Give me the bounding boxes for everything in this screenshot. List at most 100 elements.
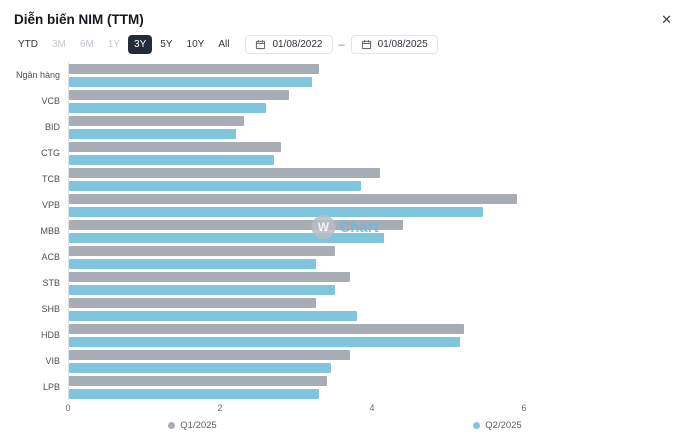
bar-q2-2025[interactable]: [69, 180, 362, 191]
bar-group: [68, 140, 676, 166]
bar-q2-2025[interactable]: [69, 76, 312, 87]
bar-q2-2025[interactable]: [69, 284, 335, 295]
chart-rows: Ngân hàng VCB BID CTG TCB VPB MBB ACB STB SHB HDB V…: [14, 62, 676, 400]
bar-q1-2025[interactable]: [69, 141, 282, 152]
legend-label: Q1/2025: [180, 420, 217, 431]
date-to-input[interactable]: 01/08/2025: [350, 35, 438, 54]
bar-q1-2025[interactable]: [69, 219, 403, 230]
category-label: HDB: [40, 330, 60, 340]
bar-q2-2025[interactable]: [69, 388, 320, 399]
range-buttons: YTD 3M 6M 1Y 3Y 5Y 10Y All: [12, 35, 235, 54]
legend: Q1/2025 Q2/2025: [0, 418, 690, 439]
range-button-ytd[interactable]: YTD: [12, 35, 44, 54]
category-label: VCB: [41, 96, 60, 106]
category-label: VIB: [45, 356, 60, 366]
bar-group: [68, 244, 676, 270]
range-button-10y[interactable]: 10Y: [181, 35, 211, 54]
bar-q2-2025[interactable]: [69, 128, 236, 139]
category-label: SHB: [41, 304, 60, 314]
legend-marker-icon: [168, 422, 176, 429]
category-label: STB: [42, 278, 60, 288]
bar-q1-2025[interactable]: [69, 167, 381, 178]
category-label: BID: [44, 122, 60, 132]
bar-q1-2025[interactable]: [69, 89, 290, 100]
bar-q1-2025[interactable]: [69, 375, 327, 386]
category-label: Ngân hàng: [15, 70, 60, 80]
legend-marker-icon: [473, 422, 481, 429]
bar-q2-2025[interactable]: [69, 362, 331, 373]
chart-row: TCB: [14, 166, 676, 192]
chart-row: VIB: [14, 348, 676, 374]
category-label: ACB: [41, 252, 60, 262]
legend-item-q1-2025[interactable]: Q1/2025: [168, 420, 217, 431]
category-label: MBB: [40, 226, 60, 236]
bar-q1-2025[interactable]: [69, 297, 316, 308]
legend-label: Q2/2025: [485, 420, 522, 431]
bar-q1-2025[interactable]: [69, 271, 350, 282]
toolbar: YTD 3M 6M 1Y 3Y 5Y 10Y All 01/08/2022 –: [0, 32, 690, 58]
bar-q2-2025[interactable]: [69, 154, 274, 165]
chart-row: VCB: [14, 88, 676, 114]
bar-group: [68, 322, 676, 348]
category-label: CTG: [41, 148, 60, 158]
bar-q1-2025[interactable]: [69, 115, 244, 126]
legend-item-q2-2025[interactable]: Q2/2025: [473, 420, 522, 431]
bar-group: [68, 62, 676, 88]
bar-q1-2025[interactable]: [69, 63, 320, 74]
chart-row: SHB: [14, 296, 676, 322]
x-tick-label: 4: [369, 403, 375, 413]
bar-group: [68, 166, 676, 192]
chart-row: STB: [14, 270, 676, 296]
range-button-5y[interactable]: 5Y: [154, 35, 178, 54]
bar-q2-2025[interactable]: [69, 102, 267, 113]
bar-group: [68, 88, 676, 114]
x-tick-label: 6: [521, 403, 527, 413]
bar-q2-2025[interactable]: [69, 258, 316, 269]
x-tick-label: 0: [65, 403, 71, 413]
category-label: VPB: [41, 200, 60, 210]
range-button-3m[interactable]: 3M: [46, 35, 72, 54]
bar-group: [68, 114, 676, 140]
date-from-input[interactable]: 01/08/2022: [245, 35, 333, 54]
chart-row: BID: [14, 114, 676, 140]
bar-q2-2025[interactable]: [69, 206, 483, 217]
bar-q1-2025[interactable]: [69, 245, 335, 256]
chart-area: Ngân hàng VCB BID CTG TCB VPB MBB ACB STB SHB HDB V…: [0, 58, 690, 418]
chart-row: MBB: [14, 218, 676, 244]
close-icon[interactable]: ✕: [661, 12, 672, 27]
range-button-3y[interactable]: 3Y: [128, 35, 153, 54]
chart-row: Ngân hàng: [14, 62, 676, 88]
date-to-value: 01/08/2025: [377, 39, 428, 50]
chart-row: ACB: [14, 244, 676, 270]
bar-group: [68, 218, 676, 244]
category-label: LPB: [42, 382, 60, 392]
bar-q2-2025[interactable]: [69, 336, 460, 347]
page-title: Diễn biến NIM (TTM): [14, 12, 144, 27]
modal-header: Diễn biến NIM (TTM) ✕: [0, 0, 690, 32]
calendar-icon: [361, 39, 372, 50]
chart-row: VPB: [14, 192, 676, 218]
bar-q1-2025[interactable]: [69, 193, 517, 204]
bar-group: [68, 374, 676, 400]
calendar-icon: [255, 39, 266, 50]
bar-q1-2025[interactable]: [69, 349, 350, 360]
range-button-1y[interactable]: 1Y: [102, 35, 126, 54]
range-button-all[interactable]: All: [212, 35, 235, 54]
bar-q1-2025[interactable]: [69, 323, 464, 334]
bar-group: [68, 296, 676, 322]
chart-row: LPB: [14, 374, 676, 400]
chart-row: CTG: [14, 140, 676, 166]
bar-group: [68, 348, 676, 374]
x-axis: 0 2 4 6: [65, 400, 676, 415]
date-from-value: 01/08/2022: [272, 39, 323, 50]
bar-q2-2025[interactable]: [69, 310, 358, 321]
range-button-6m[interactable]: 6M: [74, 35, 100, 54]
x-tick-label: 2: [217, 403, 223, 413]
bar-group: [68, 192, 676, 218]
chart-row: HDB: [14, 322, 676, 348]
bar-q2-2025[interactable]: [69, 232, 384, 243]
bar-group: [68, 270, 676, 296]
category-label: TCB: [42, 174, 60, 184]
date-range: 01/08/2022 – 01/08/2025: [245, 35, 438, 54]
